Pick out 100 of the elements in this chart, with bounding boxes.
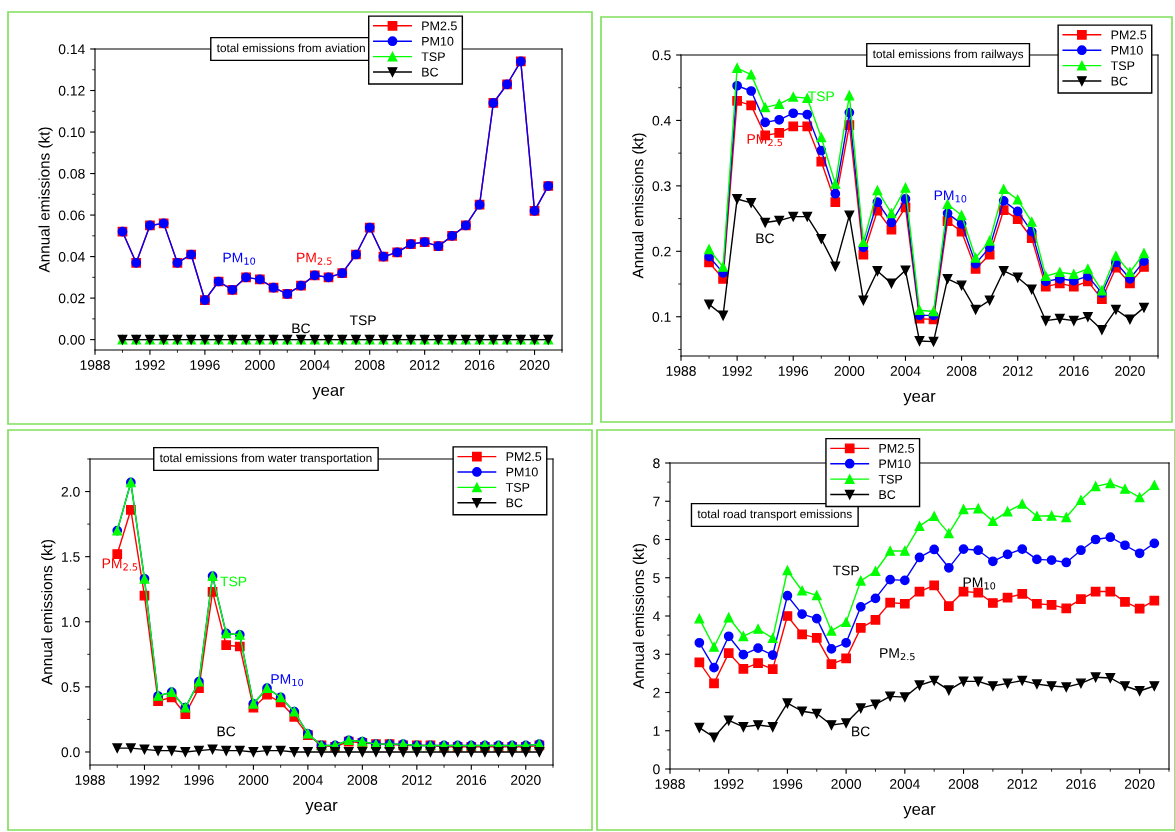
y-tick-label: 4 [652, 611, 660, 622]
legend-label: BC [506, 498, 523, 508]
annotation: PM$_{2.5}$ [102, 558, 138, 571]
x-tick-label: 2016 [1066, 779, 1096, 789]
legend-label: TSP [878, 474, 903, 484]
legend-label: BC [422, 67, 439, 77]
y-tick-label: 1.5 [62, 552, 80, 562]
x-axis-title: year [903, 392, 936, 406]
annotation: PM$_{2.5}$ [297, 252, 332, 265]
legend-label: TSP [421, 52, 445, 62]
annotation: TSP [808, 91, 835, 102]
y-tick-label: 0.4 [652, 115, 671, 126]
y-tick-label: 0.12 [58, 85, 85, 96]
y-tick-label: 0.0 [61, 747, 80, 758]
annotation: PM$_{10}$ [934, 190, 967, 203]
x-tick-label: 2020 [1124, 779, 1155, 789]
y-tick-label: 1.0 [62, 617, 80, 627]
x-tick-label: 2008 [354, 360, 385, 370]
chart-title: total emissions from water transportation [159, 453, 372, 465]
annotation: PM$_{10}$ [963, 577, 996, 590]
legend-label: TSP [505, 483, 530, 492]
y-tick-label: 0.10 [58, 127, 85, 138]
annotation: TSP [220, 576, 247, 587]
x-tick-label: 2020 [1115, 366, 1145, 376]
x-tick-label: 1996 [190, 360, 220, 370]
annotation: PM$_{2.5}$ [880, 648, 915, 661]
x-tick-label: 1988 [75, 775, 105, 785]
x-tick-label: 2020 [511, 775, 541, 785]
x-tick-label: 1992 [130, 775, 160, 785]
legend-label: PM2.5 [506, 452, 542, 462]
x-axis-title: year [903, 805, 936, 819]
x-tick-label: 2000 [831, 779, 862, 789]
y-tick-label: 0.14 [58, 44, 85, 55]
y-tick-label: 2.0 [61, 486, 80, 497]
legend-label: PM10 [506, 467, 538, 477]
annotation: BC [292, 323, 311, 334]
y-tick-label: 5 [653, 573, 660, 583]
y-tick-label: 8 [653, 458, 660, 469]
y-tick-label: 1 [653, 726, 660, 736]
y-tick-label: 0.5 [652, 50, 671, 61]
x-tick-label: 1988 [80, 360, 110, 370]
annotation: BC [217, 726, 236, 737]
y-tick-label: 0.1 [652, 312, 671, 322]
y-tick-label: 0 [653, 764, 660, 775]
legend-label: BC [1111, 76, 1128, 86]
x-axis-title: year [312, 386, 345, 400]
x-tick-label: 2016 [456, 775, 487, 785]
x-tick-label: 2016 [464, 360, 495, 370]
annotation: TSP [349, 315, 376, 326]
x-tick-label: 2016 [1059, 366, 1089, 376]
y-tick-label: 0.04 [58, 251, 85, 262]
annotation: PM$_{10}$ [271, 674, 304, 687]
annotation: BC [756, 233, 775, 244]
x-tick-label: 2004 [293, 775, 323, 785]
y-tick-label: 0.5 [61, 682, 80, 693]
legend-label: PM10 [1111, 45, 1143, 55]
x-tick-label: 2008 [347, 775, 378, 785]
x-tick-label: 1992 [714, 779, 744, 789]
y-tick-label: 0.02 [58, 293, 85, 304]
annotation: PM$_{10}$ [223, 252, 256, 265]
y-tick-label: 0.2 [652, 246, 671, 257]
x-tick-label: 2012 [402, 775, 432, 785]
x-tick-label: 1988 [666, 366, 696, 376]
text: total road transport emissions [697, 509, 852, 521]
y-tick-label: 3 [653, 649, 660, 660]
y-tick-label: 7 [653, 496, 660, 507]
x-tick-label: 1992 [722, 366, 752, 376]
x-tick-label: 1996 [773, 779, 803, 789]
x-tick-label: 2012 [1002, 366, 1033, 376]
y-tick-label: 0.3 [652, 181, 671, 192]
x-tick-label: 2004 [300, 360, 330, 370]
legend-label: PM2.5 [422, 21, 457, 31]
x-tick-label: 2020 [519, 360, 550, 370]
legend-label: PM10 [879, 459, 911, 469]
y-tick-label: 0.00 [58, 334, 85, 345]
y-axis-title: Annual emissions (kt) [38, 127, 53, 273]
x-tick-label: 1988 [655, 779, 685, 789]
x-tick-label: 2008 [948, 779, 979, 789]
x-tick-label: 2000 [245, 360, 275, 370]
legend-label: BC [879, 490, 896, 500]
x-axis-title: year [305, 801, 338, 815]
x-tick-label: 2004 [890, 779, 920, 789]
x-tick-label: 1992 [135, 360, 165, 370]
x-tick-label: 2004 [890, 366, 921, 376]
legend-label: PM10 [422, 36, 454, 46]
x-tick-label: 2012 [409, 360, 440, 370]
chart-title: total emissions from aviation [216, 43, 365, 53]
x-tick-label: 1996 [778, 366, 809, 376]
annotation: BC [852, 726, 870, 737]
x-tick-label: 1996 [184, 775, 214, 785]
annotation: TSP [832, 565, 859, 576]
y-tick-label: 0.06 [58, 210, 85, 221]
y-tick-label: 6 [653, 534, 660, 545]
legend-label: PM2.5 [1111, 30, 1147, 40]
y-tick-label: 0.08 [58, 168, 85, 179]
legend-label: TSP [1110, 61, 1135, 71]
y-tick-label: 2 [653, 687, 660, 698]
chart-title: total emissions from railways [872, 49, 1024, 61]
legend-label: PM2.5 [879, 443, 915, 453]
x-tick-label: 2000 [238, 775, 269, 785]
